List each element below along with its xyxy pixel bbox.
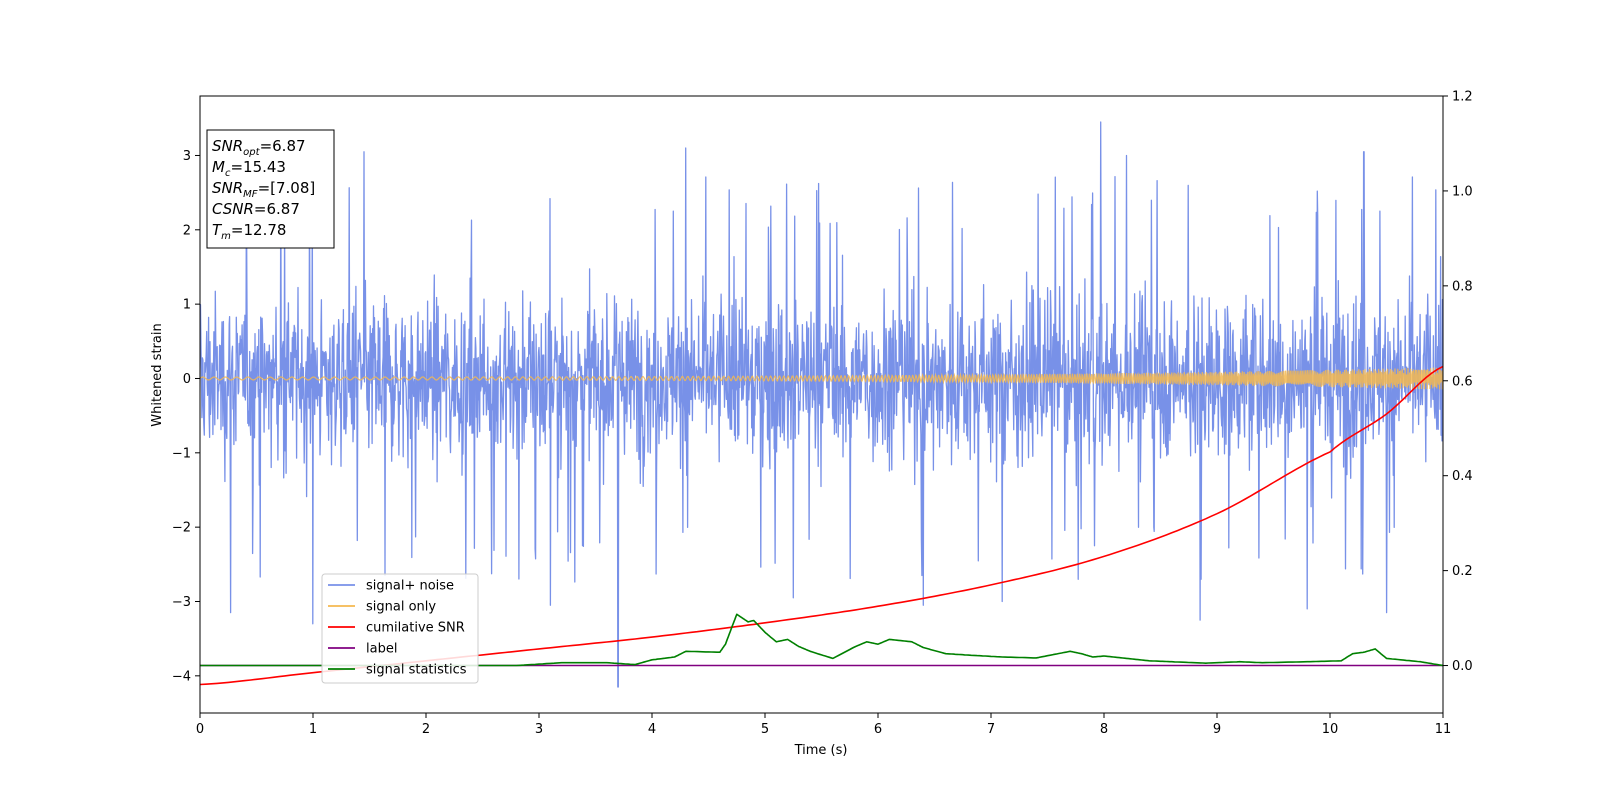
annotation-line: CSNR=6.87 (212, 200, 300, 218)
annotation-line: Tm=12.78 (212, 221, 286, 242)
y-right-tick-label: 1.2 (1452, 90, 1473, 105)
x-tick-label: 2 (422, 722, 430, 737)
x-tick-label: 11 (1435, 722, 1452, 737)
legend-label: signal statistics (366, 663, 467, 678)
y-left-tick-label: −1 (172, 446, 191, 461)
y-left-tick-label: 0 (183, 372, 191, 387)
x-tick-label: 3 (535, 722, 543, 737)
y-axis-right: 1.2 1.0 0.8 0.6 0.4 0.2 0.0 (1443, 90, 1473, 674)
x-tick-label: 8 (1100, 722, 1108, 737)
x-tick-label: 10 (1322, 722, 1339, 737)
annotation-line: SNRopt=6.87 (212, 137, 306, 158)
x-tick-label: 5 (761, 722, 769, 737)
y-left-tick-label: −2 (172, 521, 191, 536)
y-left-tick-label: −4 (172, 669, 191, 684)
y-axis-left: 3 2 1 0 −1 −2 −3 −4 (172, 149, 200, 684)
x-tick-label: 6 (874, 722, 882, 737)
y-right-tick-label: 0.8 (1452, 279, 1473, 294)
y-right-tick-label: 0.0 (1452, 659, 1473, 674)
y-left-tick-label: 3 (183, 149, 191, 164)
stats-annotation-box: SNRopt=6.87Mc=15.43SNRMF=[7.08]CSNR=6.87… (206, 129, 335, 249)
annotation-line: SNRMF=[7.08] (212, 179, 315, 200)
y-right-tick-label: 0.4 (1452, 469, 1473, 484)
y-right-tick-label: 1.0 (1452, 184, 1473, 199)
x-axis-label: Time (s) (794, 743, 848, 758)
series-signal-statistics-line (200, 613, 1443, 667)
series-signal-only-line (200, 367, 1443, 390)
plot-frame (199, 95, 1444, 714)
legend-label: signal+ noise (366, 579, 454, 594)
legend-label: label (366, 642, 397, 657)
x-tick-label: 9 (1213, 722, 1221, 737)
x-tick-label: 4 (648, 722, 656, 737)
y-left-tick-label: 1 (183, 298, 191, 313)
x-tick-label: 0 (196, 722, 204, 737)
y-right-tick-label: 0.2 (1452, 564, 1473, 579)
legend-frame (321, 573, 479, 684)
legend-label: cumilative SNR (366, 621, 465, 636)
annotation-frame (206, 129, 335, 249)
x-tick-label: 1 (309, 722, 317, 737)
annotation-line: Mc=15.43 (212, 158, 286, 179)
x-axis: 0 1 2 3 4 5 6 7 8 9 10 11 (196, 713, 1451, 737)
y-right-tick-label: 0.6 (1452, 374, 1473, 389)
y-axis-label: Whitened strain (150, 323, 165, 426)
legend: signal+ noise signal only cumilative SNR la… (321, 573, 479, 684)
y-left-tick-label: 2 (183, 223, 191, 238)
x-tick-label: 7 (987, 722, 995, 737)
legend-label: signal only (366, 600, 436, 615)
y-left-tick-label: −3 (172, 595, 191, 610)
